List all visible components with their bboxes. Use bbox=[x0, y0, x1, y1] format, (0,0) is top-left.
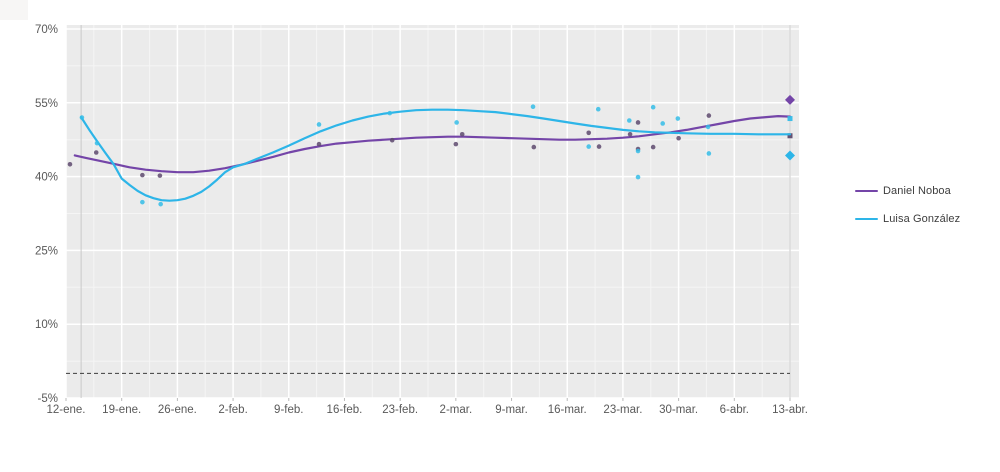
x-tick-label: 13-abr. bbox=[772, 404, 808, 416]
poll-point-daniel-noboa bbox=[586, 130, 592, 136]
poll-point-daniel-noboa bbox=[676, 135, 681, 141]
y-tick-label: 55% bbox=[35, 98, 58, 110]
poll-point-daniel-noboa bbox=[627, 131, 633, 137]
poll-points-luisa-gonzalez bbox=[79, 104, 712, 207]
x-tick-label: 23-feb. bbox=[382, 404, 418, 416]
poll-point-daniel-noboa bbox=[596, 144, 602, 149]
poll-point-daniel-noboa bbox=[706, 113, 712, 118]
x-tick-label: 9-feb. bbox=[274, 404, 303, 416]
poll-point-daniel-noboa bbox=[650, 144, 656, 150]
poll-point-daniel-noboa bbox=[459, 131, 465, 137]
x-tick-label: 16-feb. bbox=[327, 404, 363, 416]
poll-point-daniel-noboa bbox=[67, 162, 73, 167]
legend-label-gonzalez: Luisa González bbox=[883, 213, 961, 225]
x-tick-label: 6-abr. bbox=[720, 404, 749, 416]
result-diamond-daniel-noboa bbox=[785, 94, 795, 105]
legend-label-noboa: Daniel Noboa bbox=[883, 185, 951, 197]
x-tick-label: 19-ene. bbox=[102, 404, 141, 416]
poll-point-luisa-gonzalez bbox=[635, 148, 641, 154]
poll-point-luisa-gonzalez bbox=[586, 144, 592, 149]
plot-panel bbox=[66, 25, 799, 398]
corner-artifact bbox=[0, 0, 28, 20]
poll-point-luisa-gonzalez bbox=[635, 174, 641, 180]
legend-line-swatch-noboa bbox=[855, 190, 878, 192]
x-tick-label: 30-mar. bbox=[659, 404, 698, 416]
legend-item-daniel-noboa: Daniel Noboa bbox=[855, 184, 960, 198]
legend-item-luisa-gonzalez: Luisa González bbox=[855, 212, 960, 226]
final-poll-square-daniel-noboa bbox=[787, 133, 793, 139]
x-tick-label: 16-mar. bbox=[548, 404, 587, 416]
poll-point-luisa-gonzalez bbox=[675, 116, 681, 121]
y-tick-label: 25% bbox=[35, 245, 58, 257]
y-tick-label: -5% bbox=[38, 393, 58, 405]
x-axis-labels: 12-ene. 19-ene. 26-ene. 2-feb. 9-feb. 16-feb.… bbox=[46, 404, 807, 416]
poll-point-daniel-noboa bbox=[531, 144, 537, 150]
final-poll-square-luisa-gonzalez bbox=[787, 116, 793, 122]
poll-point-daniel-noboa bbox=[93, 150, 99, 155]
poll-point-luisa-gonzalez bbox=[454, 120, 459, 125]
poll-points-daniel-noboa bbox=[67, 113, 712, 178]
y-tick-label: 40% bbox=[35, 172, 58, 184]
poll-point-luisa-gonzalez bbox=[316, 122, 322, 127]
poll-point-daniel-noboa bbox=[316, 141, 322, 147]
poll-point-luisa-gonzalez bbox=[626, 118, 632, 123]
poll-point-luisa-gonzalez bbox=[94, 140, 100, 146]
y-tick-label: 10% bbox=[35, 319, 58, 331]
poll-point-daniel-noboa bbox=[453, 141, 459, 147]
chart-legend: Daniel Noboa Luisa González bbox=[855, 184, 960, 226]
poll-point-luisa-gonzalez bbox=[705, 124, 711, 130]
x-tick-label: 26-ene. bbox=[158, 404, 197, 416]
result-diamond-luisa-gonzalez bbox=[785, 150, 795, 161]
poll-point-luisa-gonzalez bbox=[158, 201, 163, 207]
poll-point-luisa-gonzalez bbox=[530, 104, 536, 110]
y-axis-labels: 70% 55% 40% 25% 10% -5% bbox=[35, 24, 58, 405]
poll-point-luisa-gonzalez bbox=[387, 110, 393, 116]
poll-point-daniel-noboa bbox=[389, 137, 395, 143]
y-tick-label: 70% bbox=[35, 24, 58, 36]
x-tick-label: 9-mar. bbox=[495, 404, 528, 416]
poll-point-luisa-gonzalez bbox=[595, 106, 601, 112]
x-tick-label: 23-mar. bbox=[603, 404, 642, 416]
trend-line-luisa-gonzalez bbox=[80, 108, 792, 202]
poll-point-daniel-noboa bbox=[157, 173, 163, 178]
x-tick-label: 2-mar. bbox=[440, 404, 473, 416]
poll-point-daniel-noboa bbox=[635, 120, 641, 125]
legend-line-swatch-gonzalez bbox=[855, 218, 878, 220]
poll-point-luisa-gonzalez bbox=[660, 121, 666, 126]
poll-point-luisa-gonzalez bbox=[79, 115, 85, 120]
x-tick-label: 2-feb. bbox=[218, 404, 247, 416]
poll-point-daniel-noboa bbox=[140, 172, 145, 178]
grid-minor bbox=[66, 25, 799, 398]
x-tick-label: 12-ene. bbox=[46, 404, 85, 416]
trend-line-daniel-noboa bbox=[73, 115, 792, 174]
poll-point-luisa-gonzalez bbox=[140, 199, 145, 205]
poll-point-luisa-gonzalez bbox=[706, 151, 712, 156]
poll-point-luisa-gonzalez bbox=[650, 104, 656, 110]
